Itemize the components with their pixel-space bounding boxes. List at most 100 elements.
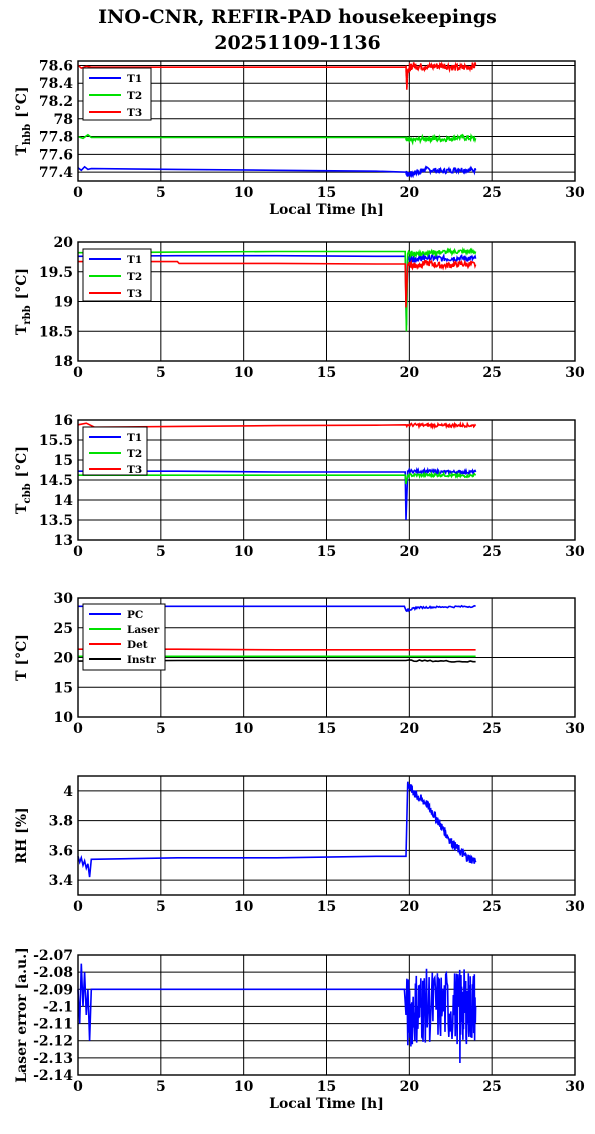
x-tick-label: 15 xyxy=(317,185,336,201)
y-tick-label: -2.1 xyxy=(43,999,73,1015)
x-tick-label: 10 xyxy=(234,899,254,915)
legend-label: T1 xyxy=(127,254,142,266)
x-axis-label: Local Time [h] xyxy=(269,1096,384,1112)
y-tick-label: -2.12 xyxy=(33,1034,73,1050)
legend-label: PC xyxy=(127,609,143,621)
x-tick-label: 5 xyxy=(156,544,166,560)
y-tick-label: 18 xyxy=(54,354,73,370)
y-tick-label: -2.11 xyxy=(33,1017,73,1033)
y-tick-label: 15 xyxy=(54,680,73,696)
x-tick-label: 10 xyxy=(234,185,254,201)
legend-label: T3 xyxy=(127,107,142,119)
legend-box xyxy=(82,426,148,476)
chart-panel-4: 0 5 10 15 20 25 30 10 15 20 25 30 T [°C] PC Laser Det In… xyxy=(14,591,585,737)
x-tick-label: 15 xyxy=(317,1079,336,1095)
plot-frame xyxy=(77,597,576,718)
y-axis-label: T [°C] xyxy=(14,634,30,681)
y-axis-label: Tcbb [°C] xyxy=(14,446,33,514)
x-tick-label: 20 xyxy=(400,899,420,915)
y-axis-label-main: RH [%] xyxy=(14,807,30,863)
x-tick-label: 5 xyxy=(156,721,166,737)
y-tick-label: 30 xyxy=(54,591,74,607)
series-line-t3 xyxy=(77,421,477,430)
x-tick-label: 20 xyxy=(400,1079,420,1095)
y-tick-label: 78.2 xyxy=(39,94,73,110)
x-tick-label: 10 xyxy=(234,721,254,737)
x-tick-label: 30 xyxy=(565,721,585,737)
chart-panel-5: 0 5 10 15 20 25 30 3.4 3.6 3.8 4 RH [%] xyxy=(14,775,585,915)
series-line-data xyxy=(77,963,477,1064)
y-tick-label: 3.4 xyxy=(49,873,74,889)
legend-label: Instr xyxy=(127,654,156,666)
y-tick-label: -2.08 xyxy=(33,965,73,981)
x-tick-label: 30 xyxy=(565,365,585,381)
y-axis-label-unit: [°C] xyxy=(14,446,30,477)
x-tick-label: 15 xyxy=(317,365,336,381)
series-line-pc xyxy=(78,604,476,613)
legend-label: T2 xyxy=(127,448,142,460)
y-axis-label-unit: [°C] xyxy=(14,268,30,299)
y-axis-label-sub: hbb xyxy=(22,124,33,145)
y-tick-label: 14 xyxy=(54,493,74,509)
series-line-t1 xyxy=(77,253,477,326)
series-line-data xyxy=(77,781,477,878)
y-tick-label: 10 xyxy=(54,710,74,726)
y-tick-label: 77.8 xyxy=(39,130,73,146)
y-tick-label: 20 xyxy=(54,651,74,667)
y-tick-label: -2.09 xyxy=(33,982,73,998)
x-tick-label: 25 xyxy=(482,899,501,915)
y-tick-label: 77.4 xyxy=(39,165,73,181)
y-tick-label: 16 xyxy=(54,413,73,429)
x-tick-label: 0 xyxy=(73,721,83,737)
y-tick-label: 15 xyxy=(54,453,73,469)
y-tick-label: 77.6 xyxy=(39,147,73,163)
y-tick-label: 20 xyxy=(54,235,74,251)
y-axis-label-main: T [°C] xyxy=(14,634,30,681)
chart-panel-6: 0 5 10 15 20 25 30-2.14-2.13-2.12-2.11-2.1-2.0… xyxy=(14,947,585,1112)
y-tick-label: 19 xyxy=(54,295,73,311)
y-axis-label-main: T xyxy=(14,145,30,156)
y-tick-label: 4 xyxy=(63,784,73,800)
plot-frame xyxy=(77,241,576,362)
x-tick-label: 20 xyxy=(400,721,420,737)
chart-subtitle: 20251109-1136 xyxy=(214,32,381,54)
x-tick-label: 30 xyxy=(565,185,585,201)
series-line-t3 xyxy=(78,258,477,308)
x-tick-label: 0 xyxy=(73,1079,83,1095)
x-tick-label: 5 xyxy=(156,185,166,201)
x-tick-label: 5 xyxy=(156,365,166,381)
y-tick-label: -2.13 xyxy=(33,1051,73,1067)
legend-label: T1 xyxy=(127,73,142,85)
legend-label: Laser xyxy=(127,624,160,636)
x-tick-label: 25 xyxy=(482,1079,501,1095)
plot-frame xyxy=(77,60,576,182)
series-line-t2 xyxy=(77,133,477,146)
series-line-t2 xyxy=(77,246,477,332)
y-tick-label: 78 xyxy=(54,112,73,128)
y-tick-label: 15.5 xyxy=(39,433,73,449)
y-axis-label-main: Laser error [a.u.] xyxy=(14,947,30,1082)
legend: T1 T2 T3 xyxy=(82,248,152,302)
legend: PC Laser Det Instr xyxy=(82,603,166,671)
x-tick-label: 25 xyxy=(482,721,501,737)
chart-title: INO-CNR, REFIR-PAD housekeepings xyxy=(98,6,497,28)
series-line-t1 xyxy=(78,466,477,521)
y-tick-label: 3.6 xyxy=(49,843,73,859)
y-tick-label: -2.14 xyxy=(33,1068,73,1084)
y-axis-label-sub: rbb xyxy=(22,305,33,324)
x-tick-label: 25 xyxy=(482,365,501,381)
x-tick-label: 5 xyxy=(156,899,166,915)
plot-frame xyxy=(77,954,576,1076)
x-tick-label: 20 xyxy=(400,544,420,560)
y-tick-label: 18.5 xyxy=(39,324,73,340)
series-line-t3 xyxy=(77,61,477,90)
y-axis-label: Laser error [a.u.] xyxy=(14,947,30,1082)
legend-label: T2 xyxy=(127,271,142,283)
x-tick-label: 0 xyxy=(73,365,83,381)
x-tick-label: 30 xyxy=(565,1079,585,1095)
x-tick-label: 30 xyxy=(565,899,585,915)
x-tick-label: 15 xyxy=(317,899,336,915)
x-tick-label: 25 xyxy=(482,544,501,560)
